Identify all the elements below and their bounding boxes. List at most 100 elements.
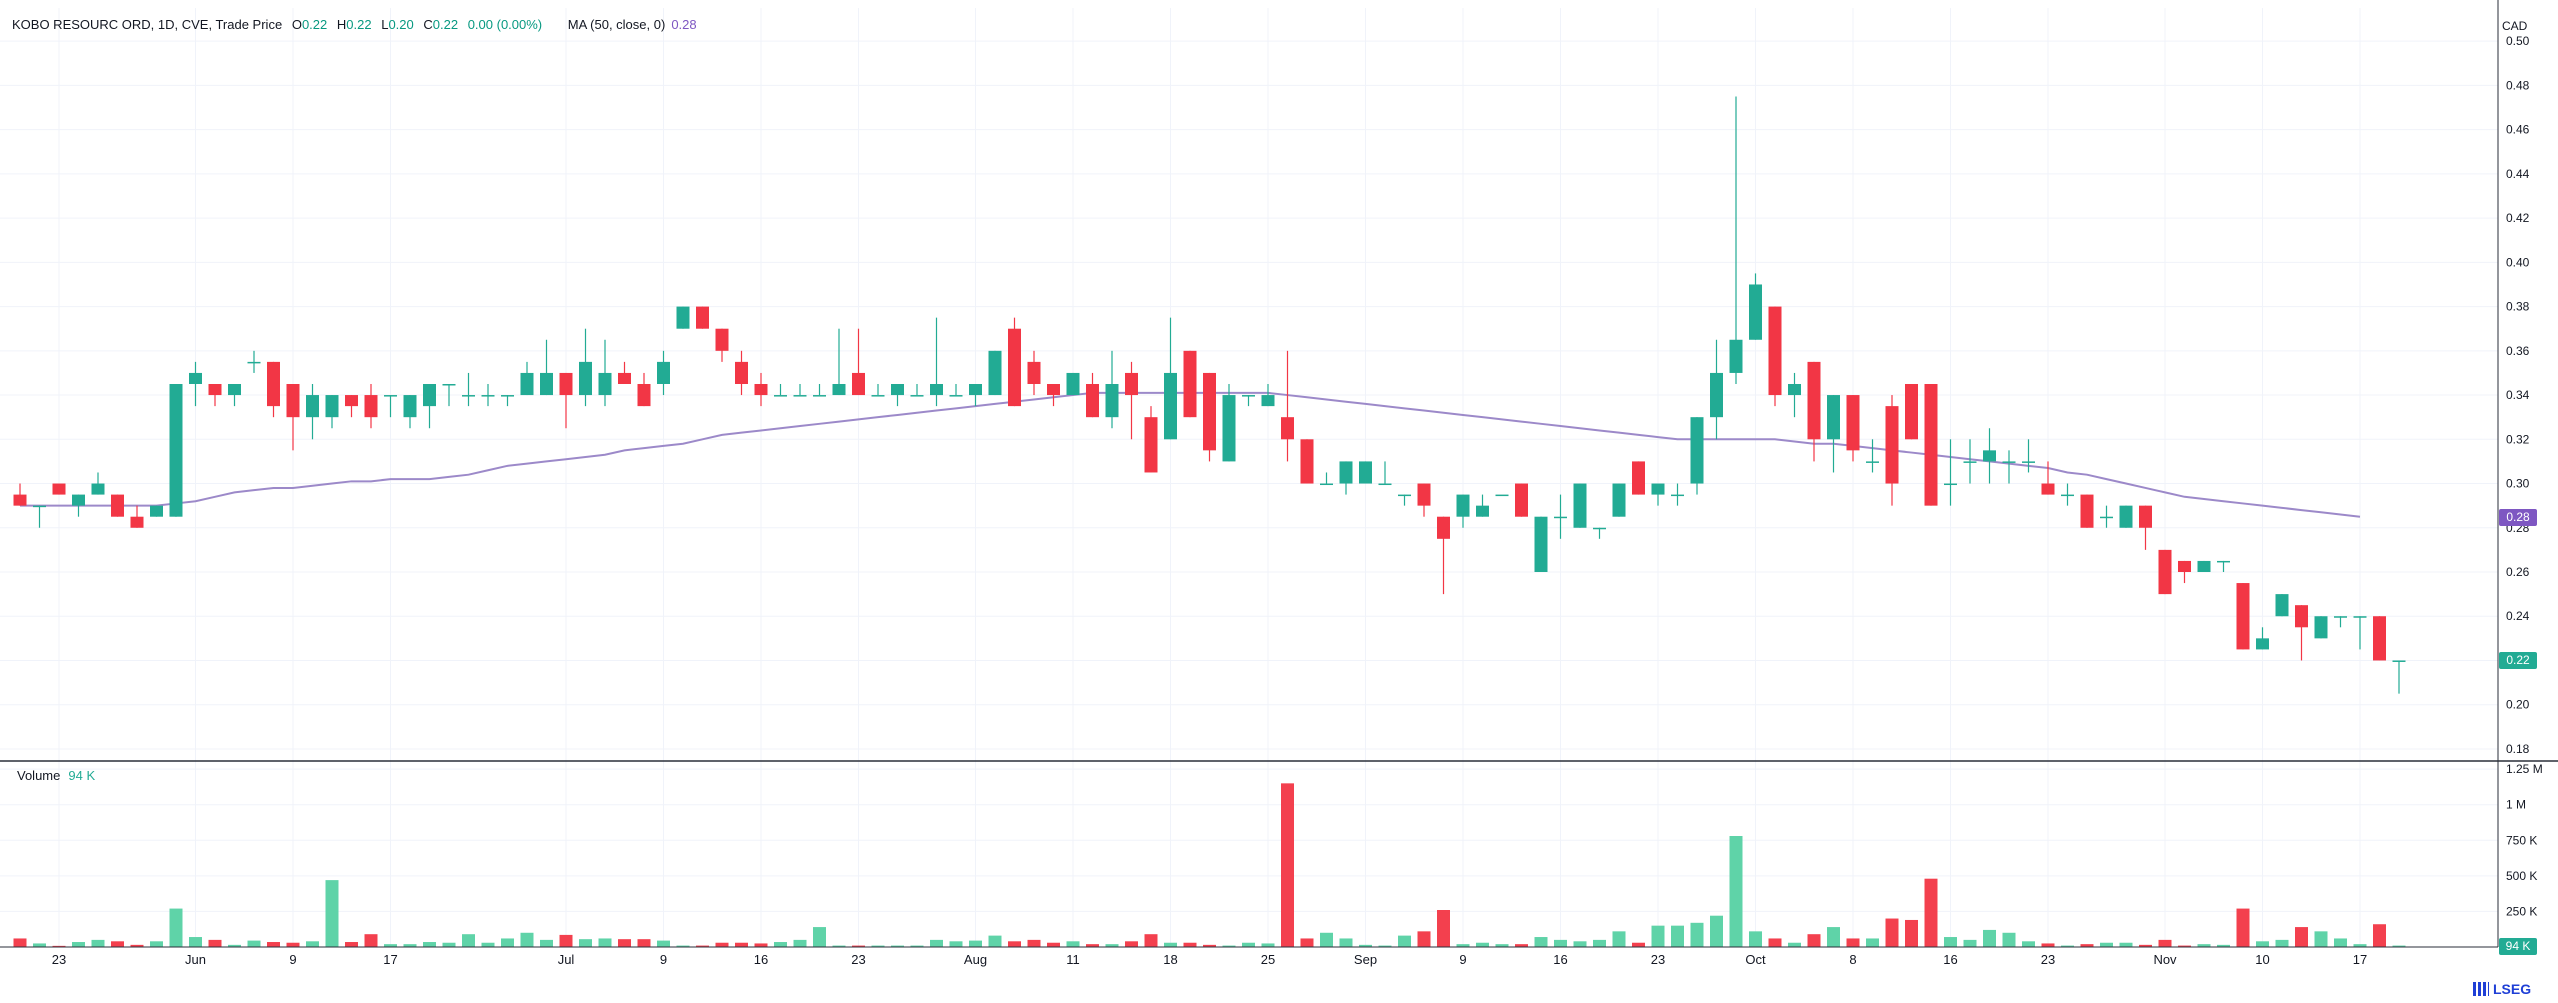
- volume-bar: [1261, 943, 1275, 947]
- volume-bar: [1963, 939, 1977, 947]
- candle: [930, 317, 943, 407]
- volume-bar: [969, 940, 982, 947]
- candle-body: [2295, 605, 2308, 628]
- candle-body: [1515, 483, 1528, 517]
- candle-body: [618, 372, 631, 384]
- candle-body: [793, 395, 807, 397]
- volume-bar: [1222, 945, 1236, 947]
- candle-body: [501, 395, 514, 397]
- candle: [325, 395, 339, 429]
- candle: [462, 372, 475, 407]
- volume-bar: [1651, 925, 1665, 947]
- candle-body: [1983, 450, 1996, 462]
- volume-bar: [364, 934, 378, 947]
- candle: [267, 361, 280, 418]
- candle-body: [150, 505, 163, 517]
- candle-body: [1125, 372, 1138, 396]
- candle: [1807, 361, 1821, 462]
- candle-body: [1008, 328, 1021, 407]
- candle-body: [2392, 660, 2406, 662]
- candle: [1885, 395, 1899, 506]
- time-tick-label: Oct: [1745, 952, 1766, 967]
- volume-bar: [598, 938, 612, 947]
- candle: [2314, 616, 2328, 639]
- volume-bar: [1827, 927, 1840, 947]
- volume-bar: [793, 939, 807, 947]
- time-tick-label: 16: [1553, 952, 1567, 967]
- candle-body: [13, 494, 27, 506]
- candle-body: [1086, 384, 1099, 418]
- candle-body: [1632, 461, 1645, 495]
- candle: [1671, 483, 1684, 506]
- candle: [228, 384, 241, 407]
- volume-bar: [1944, 937, 1957, 947]
- candle-body: [2178, 560, 2191, 572]
- candle-body: [267, 361, 280, 407]
- volume-bar: [2041, 943, 2055, 947]
- candle-body: [1573, 483, 1587, 528]
- candle-body: [247, 361, 261, 364]
- volume-bar: [2061, 945, 2074, 947]
- ma-label[interactable]: MA (50, close, 0): [567, 17, 666, 32]
- time-tick-label: 17: [383, 952, 397, 967]
- candle: [891, 384, 904, 407]
- candle: [423, 384, 436, 429]
- time-tick-label: 25: [1261, 952, 1275, 967]
- candle-body: [1885, 406, 1899, 484]
- volume-bar: [1125, 941, 1138, 947]
- candle: [832, 328, 846, 396]
- candle-body: [1339, 461, 1353, 484]
- volume-bar: [2392, 945, 2406, 947]
- price-tick-label: 0.34: [2506, 388, 2530, 402]
- candle-body: [1827, 395, 1840, 440]
- volume-bar: [1749, 931, 1762, 947]
- low-value: 0.20: [388, 17, 414, 32]
- time-tick-label: 17: [2353, 952, 2367, 967]
- volume-bar: [91, 939, 105, 947]
- volume-bar: [2002, 932, 2016, 947]
- candle: [2236, 583, 2250, 650]
- volume-bar: [559, 934, 573, 947]
- candle: [33, 505, 46, 528]
- volume-tick-label: 1.25 M: [2506, 762, 2543, 776]
- candle: [1222, 384, 1236, 462]
- candle-body: [1846, 395, 1860, 451]
- candle-body: [1807, 361, 1821, 440]
- candle: [754, 372, 768, 407]
- close-label: C: [423, 17, 433, 32]
- open-value: 0.22: [301, 17, 328, 32]
- lseg-mark-icon: [2473, 982, 2489, 996]
- volume-bar: [676, 945, 690, 947]
- candle-body: [2080, 494, 2094, 528]
- candle: [2334, 616, 2347, 628]
- candle-body: [1066, 372, 1080, 396]
- candle: [1008, 317, 1021, 407]
- volume-bar: [1710, 915, 1723, 947]
- symbol-title: KOBO RESOURC ORD, 1D, CVE, Trade Price: [12, 17, 283, 32]
- candle: [1281, 350, 1294, 462]
- time-tick-label: 8: [1849, 952, 1856, 967]
- candle-body: [286, 384, 300, 418]
- lseg-logo[interactable]: LSEG: [2473, 981, 2531, 997]
- candle-body: [1690, 417, 1704, 484]
- volume-bar: [1515, 944, 1528, 947]
- volume-bar: [1027, 939, 1041, 947]
- candle-body: [2314, 616, 2328, 639]
- volume-bar: [657, 940, 670, 947]
- volume-bar: [52, 945, 66, 947]
- candle-body: [2139, 505, 2152, 528]
- volume-bar: [1593, 939, 1606, 947]
- candles: [13, 96, 2406, 694]
- candle-body: [1281, 417, 1294, 440]
- volume-bar: [1164, 942, 1177, 947]
- candle: [111, 494, 124, 517]
- volume-tick-label: 250 K: [2506, 904, 2537, 918]
- candle-body: [2236, 583, 2250, 650]
- candle-body: [969, 384, 982, 396]
- volume-bar: [247, 940, 261, 947]
- candle-body: [988, 350, 1002, 396]
- volume-bar: [1885, 918, 1899, 947]
- candle: [13, 483, 27, 506]
- volume-bar: [715, 942, 729, 947]
- volume-legend[interactable]: Volume 94 K: [17, 768, 95, 783]
